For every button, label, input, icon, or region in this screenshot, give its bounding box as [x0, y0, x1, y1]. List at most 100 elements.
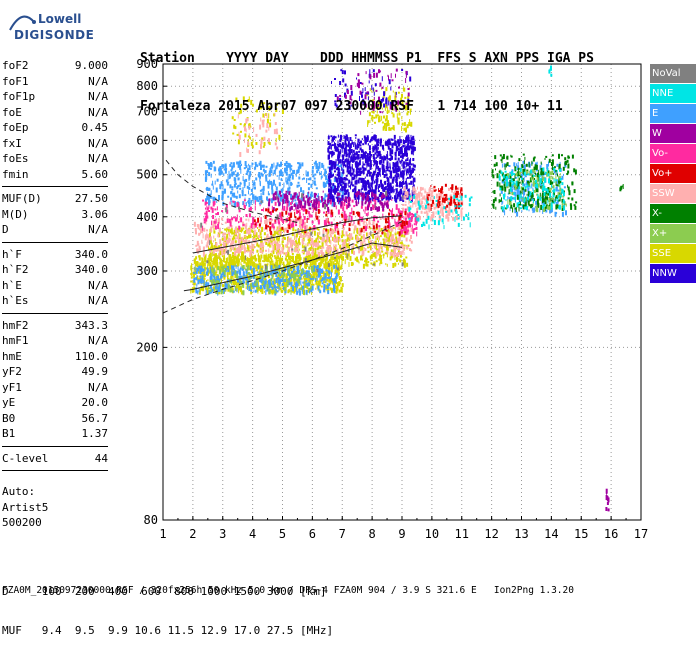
data-point — [402, 204, 404, 206]
data-point — [393, 264, 394, 266]
data-point — [343, 161, 345, 166]
data-point — [356, 161, 358, 165]
data-point — [376, 157, 377, 159]
data-point — [235, 233, 237, 235]
data-point — [402, 181, 404, 184]
data-point — [262, 191, 264, 195]
data-point — [259, 279, 261, 282]
data-point — [261, 289, 263, 294]
data-point — [339, 238, 341, 241]
data-point — [431, 198, 432, 201]
data-point — [236, 265, 237, 269]
data-point — [344, 223, 346, 226]
data-point — [383, 165, 385, 170]
data-point — [245, 219, 247, 221]
data-point — [422, 205, 424, 209]
data-point — [300, 187, 302, 192]
data-point — [267, 234, 269, 239]
data-point — [448, 211, 450, 216]
data-point — [244, 182, 246, 186]
data-point — [461, 212, 463, 217]
data-point — [231, 268, 232, 273]
data-point — [222, 191, 224, 195]
data-point — [204, 221, 206, 223]
data-point — [366, 138, 368, 141]
data-point — [365, 168, 367, 171]
data-point — [327, 290, 329, 294]
data-point — [405, 204, 407, 206]
data-point — [295, 240, 297, 242]
data-point — [276, 132, 278, 134]
data-point — [355, 226, 357, 230]
data-point — [261, 193, 262, 197]
data-point — [316, 163, 318, 168]
data-point — [379, 236, 380, 240]
data-point — [358, 151, 360, 153]
data-point — [402, 184, 403, 189]
data-point — [254, 285, 255, 289]
data-point — [336, 273, 338, 277]
data-point — [191, 270, 192, 275]
data-point — [197, 275, 198, 277]
data-point — [279, 241, 280, 243]
data-point — [297, 162, 299, 164]
data-point — [374, 152, 376, 154]
data-point — [201, 280, 202, 284]
data-point — [229, 184, 231, 188]
data-point — [220, 185, 221, 189]
data-point — [365, 151, 366, 153]
data-point — [364, 260, 365, 262]
data-point — [529, 209, 530, 211]
data-point — [239, 194, 241, 198]
data-point — [402, 155, 404, 159]
data-point — [349, 262, 350, 267]
data-point — [398, 148, 400, 151]
data-point — [208, 163, 210, 166]
data-point — [323, 165, 324, 170]
data-point — [227, 196, 229, 198]
data-point — [286, 276, 288, 278]
data-point — [369, 145, 371, 150]
data-point — [294, 199, 296, 201]
data-point — [207, 195, 209, 200]
data-point — [298, 243, 299, 248]
data-point — [281, 258, 283, 261]
data-point — [239, 276, 241, 279]
data-point — [366, 259, 368, 261]
data-point — [533, 210, 534, 212]
data-point — [258, 174, 260, 176]
data-point — [414, 165, 416, 168]
data-point — [375, 236, 376, 240]
data-point — [562, 212, 564, 217]
data-point — [235, 170, 236, 172]
data-point — [342, 163, 343, 165]
data-point — [267, 219, 268, 221]
data-point — [312, 251, 314, 256]
data-point — [290, 182, 292, 186]
data-point — [224, 236, 226, 241]
data-point — [318, 286, 320, 291]
data-point — [299, 164, 301, 168]
data-point — [412, 141, 414, 146]
data-point — [368, 137, 369, 141]
data-point — [276, 147, 278, 150]
data-point — [276, 278, 277, 280]
data-point — [397, 188, 398, 193]
data-point — [205, 208, 206, 210]
data-point — [206, 229, 208, 231]
data-point — [403, 208, 404, 211]
data-point — [239, 188, 241, 190]
data-point — [216, 188, 218, 193]
data-point — [233, 281, 235, 285]
data-point — [209, 262, 211, 266]
data-point — [326, 269, 328, 271]
data-point — [307, 250, 308, 253]
data-point — [298, 284, 299, 286]
data-point — [334, 143, 336, 148]
data-point — [316, 170, 318, 173]
data-point — [298, 177, 300, 180]
data-point — [239, 240, 240, 244]
data-point — [307, 232, 309, 234]
data-point — [238, 266, 239, 270]
data-point — [539, 208, 540, 212]
